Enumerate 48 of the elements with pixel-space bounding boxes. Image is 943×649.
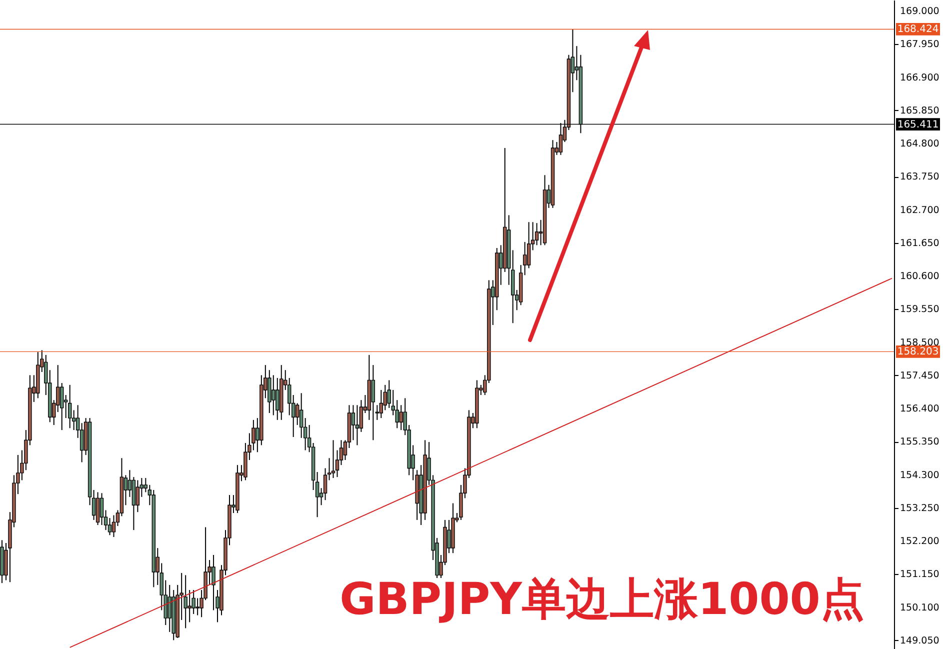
y-tick-label: 153.250: [900, 502, 940, 514]
y-tick-label: 159.550: [900, 304, 940, 316]
candlestick: [100, 492, 104, 526]
y-tick-label: 156.400: [900, 404, 940, 415]
y-tick-label: 166.900: [900, 72, 940, 84]
candlestick: [68, 384, 72, 429]
candlestick: [399, 404, 403, 431]
candlestick: [371, 364, 376, 441]
y-tick-label: 165.850: [900, 105, 940, 116]
candlestick: [379, 389, 383, 419]
ref-line-label: 158.203: [897, 346, 939, 358]
candlestick: [534, 222, 539, 246]
candlestick: [395, 400, 399, 429]
y-tick-label: 149.050: [900, 635, 940, 646]
y-tick-label: 161.650: [900, 238, 940, 249]
y-tick-label: 169.000: [900, 6, 940, 18]
y-tick-label: 154.300: [900, 470, 940, 481]
candlestick: [331, 440, 336, 478]
candlestick: [96, 492, 100, 526]
candlestick: [383, 384, 387, 411]
candlestick: [276, 377, 280, 420]
candlestick: [351, 404, 356, 441]
candlestick: [355, 404, 360, 446]
y-tick-label: 163.750: [900, 172, 940, 183]
candlestick: [212, 554, 216, 611]
candlestick: [136, 480, 140, 513]
y-tick-label: 158.500: [900, 337, 940, 348]
candlestick: [188, 590, 192, 623]
candlestick: [299, 392, 304, 438]
candlestick: [184, 574, 188, 629]
y-tick-label: 157.450: [900, 370, 940, 382]
text: GBPJPY单边上涨1000点: [340, 574, 864, 625]
ref-line-label: 165.411: [897, 119, 939, 130]
candlestick: [196, 598, 200, 616]
y-tick-label: 155.350: [900, 436, 940, 448]
y-tick-label: 160.600: [900, 271, 940, 282]
y-tick-label: 164.800: [900, 138, 940, 150]
candlestick: [323, 468, 328, 501]
y-tick-label: 167.950: [900, 39, 940, 50]
y-tick-label: 162.700: [900, 204, 940, 216]
candlestick: [168, 584, 172, 632]
y-tick-label: 150.100: [900, 602, 940, 614]
candlestick: [295, 402, 300, 426]
y-tick-label: 151.150: [900, 569, 940, 580]
ref-line-label: 168.424: [897, 24, 939, 36]
candlestick: [272, 374, 276, 416]
candlestick: [375, 404, 380, 420]
y-tick-label: 152.200: [900, 536, 940, 548]
